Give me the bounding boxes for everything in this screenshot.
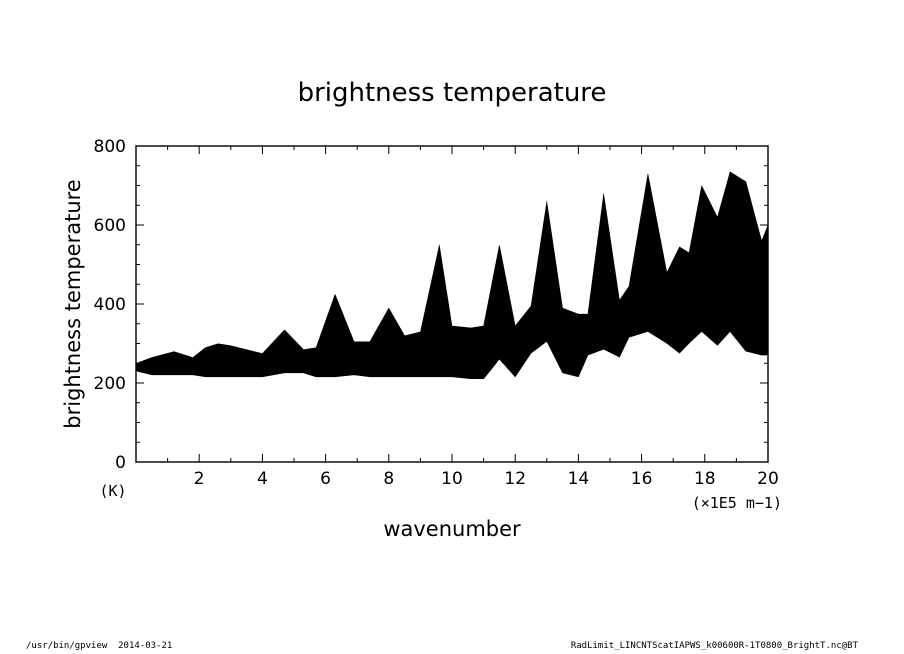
data-layer — [135, 171, 769, 380]
x-axis-label: wavenumber — [383, 517, 521, 541]
x-tick-label: 14 — [568, 469, 590, 489]
y-axis-label: brightness temperature — [61, 179, 85, 428]
x-tick-label: 10 — [441, 469, 463, 489]
footer-right: RadLimit_LINCNTScatIAPWS_k00600R-1T0800_… — [570, 641, 858, 651]
x-tick-label: 4 — [257, 469, 268, 489]
chart-title: brightness temperature — [298, 78, 607, 108]
x-axis-unit: (×1E5 m−1) — [692, 494, 782, 512]
x-tick-label: 20 — [757, 469, 779, 489]
x-tick-label: 12 — [504, 469, 526, 489]
y-tick-label: 600 — [94, 216, 126, 236]
x-tick-label: 8 — [383, 469, 394, 489]
y-tick-label: 400 — [94, 295, 126, 315]
plot-frame — [135, 145, 769, 463]
x-tick-label: 2 — [194, 469, 205, 489]
y-tick-label: 800 — [94, 137, 126, 157]
y-tick-label: 0 — [115, 453, 126, 473]
series-line-0 — [135, 171, 769, 380]
y-axis-unit: (K) — [99, 482, 126, 500]
y-tick-label: 200 — [94, 374, 126, 394]
x-tick-label: 18 — [694, 469, 716, 489]
x-tick-label: 6 — [320, 469, 331, 489]
footer-left: /usr/bin/gpview 2014-03-21 — [26, 641, 173, 651]
x-tick-label: 16 — [631, 469, 653, 489]
